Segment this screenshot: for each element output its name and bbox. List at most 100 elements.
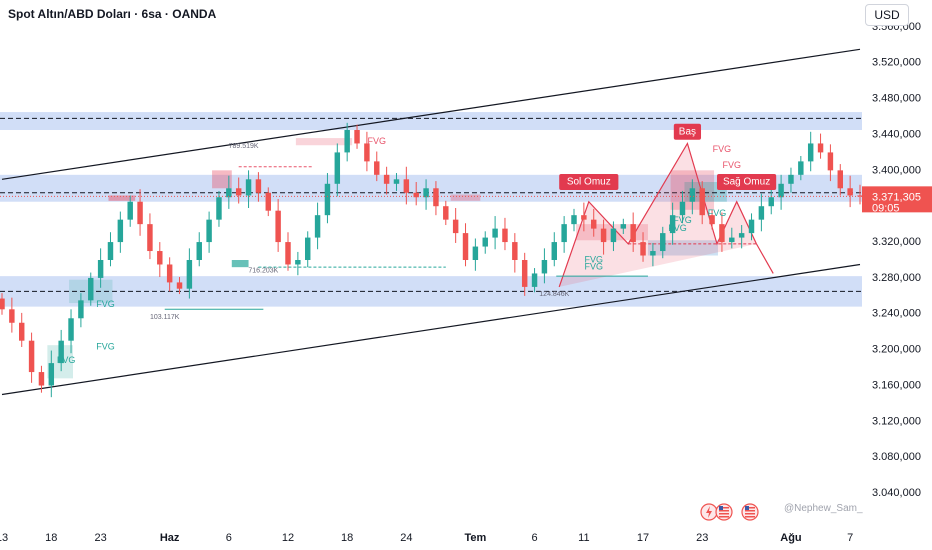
price-tick-label: 3.480,000 [872, 93, 921, 105]
price-axis[interactable]: 3.560,0003.520,0003.480,0003.440,0003.40… [862, 0, 932, 550]
candle-body [827, 152, 834, 171]
candle-body [403, 179, 410, 193]
candle-body [334, 152, 341, 184]
candle-body [531, 273, 538, 287]
candle-body [748, 219, 755, 234]
candle-body [275, 210, 281, 243]
candle-body [157, 251, 163, 265]
candle-body [581, 215, 587, 220]
volume-label: 124.846K [539, 291, 569, 298]
time-tick-label: 17 [637, 532, 649, 544]
candle-body [176, 282, 183, 289]
time-tick-label: 13 [0, 532, 8, 544]
fvg-label: FVG [96, 299, 115, 309]
candle-body [196, 242, 202, 260]
price-tick-label: 3.120,000 [872, 415, 921, 427]
time-tick-label: Haz [160, 532, 180, 544]
candle-body [206, 219, 212, 243]
candle-body [640, 242, 646, 256]
pattern-label-bg [673, 123, 702, 140]
fvg-box [231, 260, 249, 268]
countdown-label: 09:05 [872, 202, 900, 214]
candle-body [492, 228, 498, 238]
candle-body [324, 183, 331, 216]
candles [0, 122, 863, 398]
event-icons[interactable] [700, 503, 759, 521]
candle-body [758, 206, 765, 220]
candle-body [285, 242, 291, 265]
fvg-label: FVG [584, 254, 603, 264]
candle-body [660, 233, 666, 252]
candle-body [374, 161, 380, 175]
candle-body [778, 183, 784, 198]
candle-body [847, 188, 853, 196]
time-tick-label: 6 [226, 532, 232, 544]
candle-body [127, 201, 133, 220]
fvg-label: FVG [668, 223, 687, 233]
fvg-label: FVG [96, 341, 115, 351]
candle-body [9, 309, 15, 323]
candle-body [452, 219, 459, 234]
candle-body [729, 237, 735, 243]
candle-body [364, 143, 370, 162]
pattern-label: Baş [679, 126, 696, 137]
candle-body [837, 170, 844, 189]
time-tick-label: 18 [45, 532, 57, 544]
price-tick-label: 3.280,000 [872, 272, 921, 284]
pattern-area [559, 143, 757, 287]
price-tick-label: 3.200,000 [872, 344, 921, 356]
candle-body [137, 201, 143, 225]
time-tick-label: 7 [847, 532, 853, 544]
candle-body [502, 228, 508, 243]
price-tick-label: 3.440,000 [872, 128, 921, 140]
candle-body [807, 143, 814, 162]
candle-body [433, 188, 439, 207]
candle-body [354, 130, 360, 144]
candle-body [472, 246, 479, 260]
time-tick-label: 12 [282, 532, 294, 544]
price-box [862, 186, 932, 213]
us-flag-icon[interactable] [715, 503, 733, 521]
candle-body [107, 242, 114, 260]
candle-body [630, 224, 636, 243]
candle-body [788, 174, 794, 184]
currency-button[interactable]: USD [865, 4, 909, 26]
candle-body [571, 215, 577, 225]
candle-body [620, 224, 627, 229]
price-tick-label: 3.160,000 [872, 379, 921, 391]
candle-body [78, 300, 84, 319]
fvg-label: FVG [723, 160, 742, 170]
price-tick-label: 3.080,000 [872, 451, 921, 463]
candle-body [295, 260, 301, 265]
target-projection [755, 243, 774, 274]
volume-label: 716.203K [248, 268, 278, 275]
candle-body [255, 179, 262, 193]
candle-body [393, 179, 400, 184]
time-tick-label: 24 [400, 532, 412, 544]
candle-body [18, 322, 25, 341]
time-tick-label: 6 [531, 532, 537, 544]
lightning-icon[interactable] [700, 503, 718, 521]
time-axis-bg [0, 520, 932, 550]
us-flag-icon-circle [715, 503, 733, 521]
candle-body [443, 206, 449, 220]
candle-body [650, 251, 656, 256]
flag-canton [745, 506, 749, 510]
us-flag-icon[interactable] [741, 503, 759, 521]
candle-body [226, 188, 232, 198]
candle-body [857, 195, 863, 197]
lightning-shape [706, 506, 712, 518]
candle-body [738, 233, 745, 238]
candle-body [679, 201, 686, 216]
symbol-title[interactable]: Spot Altın/ABD Doları · 6sa · OANDA [8, 7, 217, 21]
time-tick-label: Tem [464, 532, 486, 544]
candle-body [383, 174, 390, 184]
flag-stripe [719, 516, 729, 518]
time-axis[interactable]: 13 18 23 Haz 6 12 18 24 Tem 6 11 17 23 Ağu 7 [0, 520, 932, 550]
candle-body [38, 372, 45, 386]
time-tick-label: 11 [578, 532, 589, 544]
current-price-label: 3.371,305 [872, 191, 921, 203]
flag-stripe [745, 516, 755, 518]
